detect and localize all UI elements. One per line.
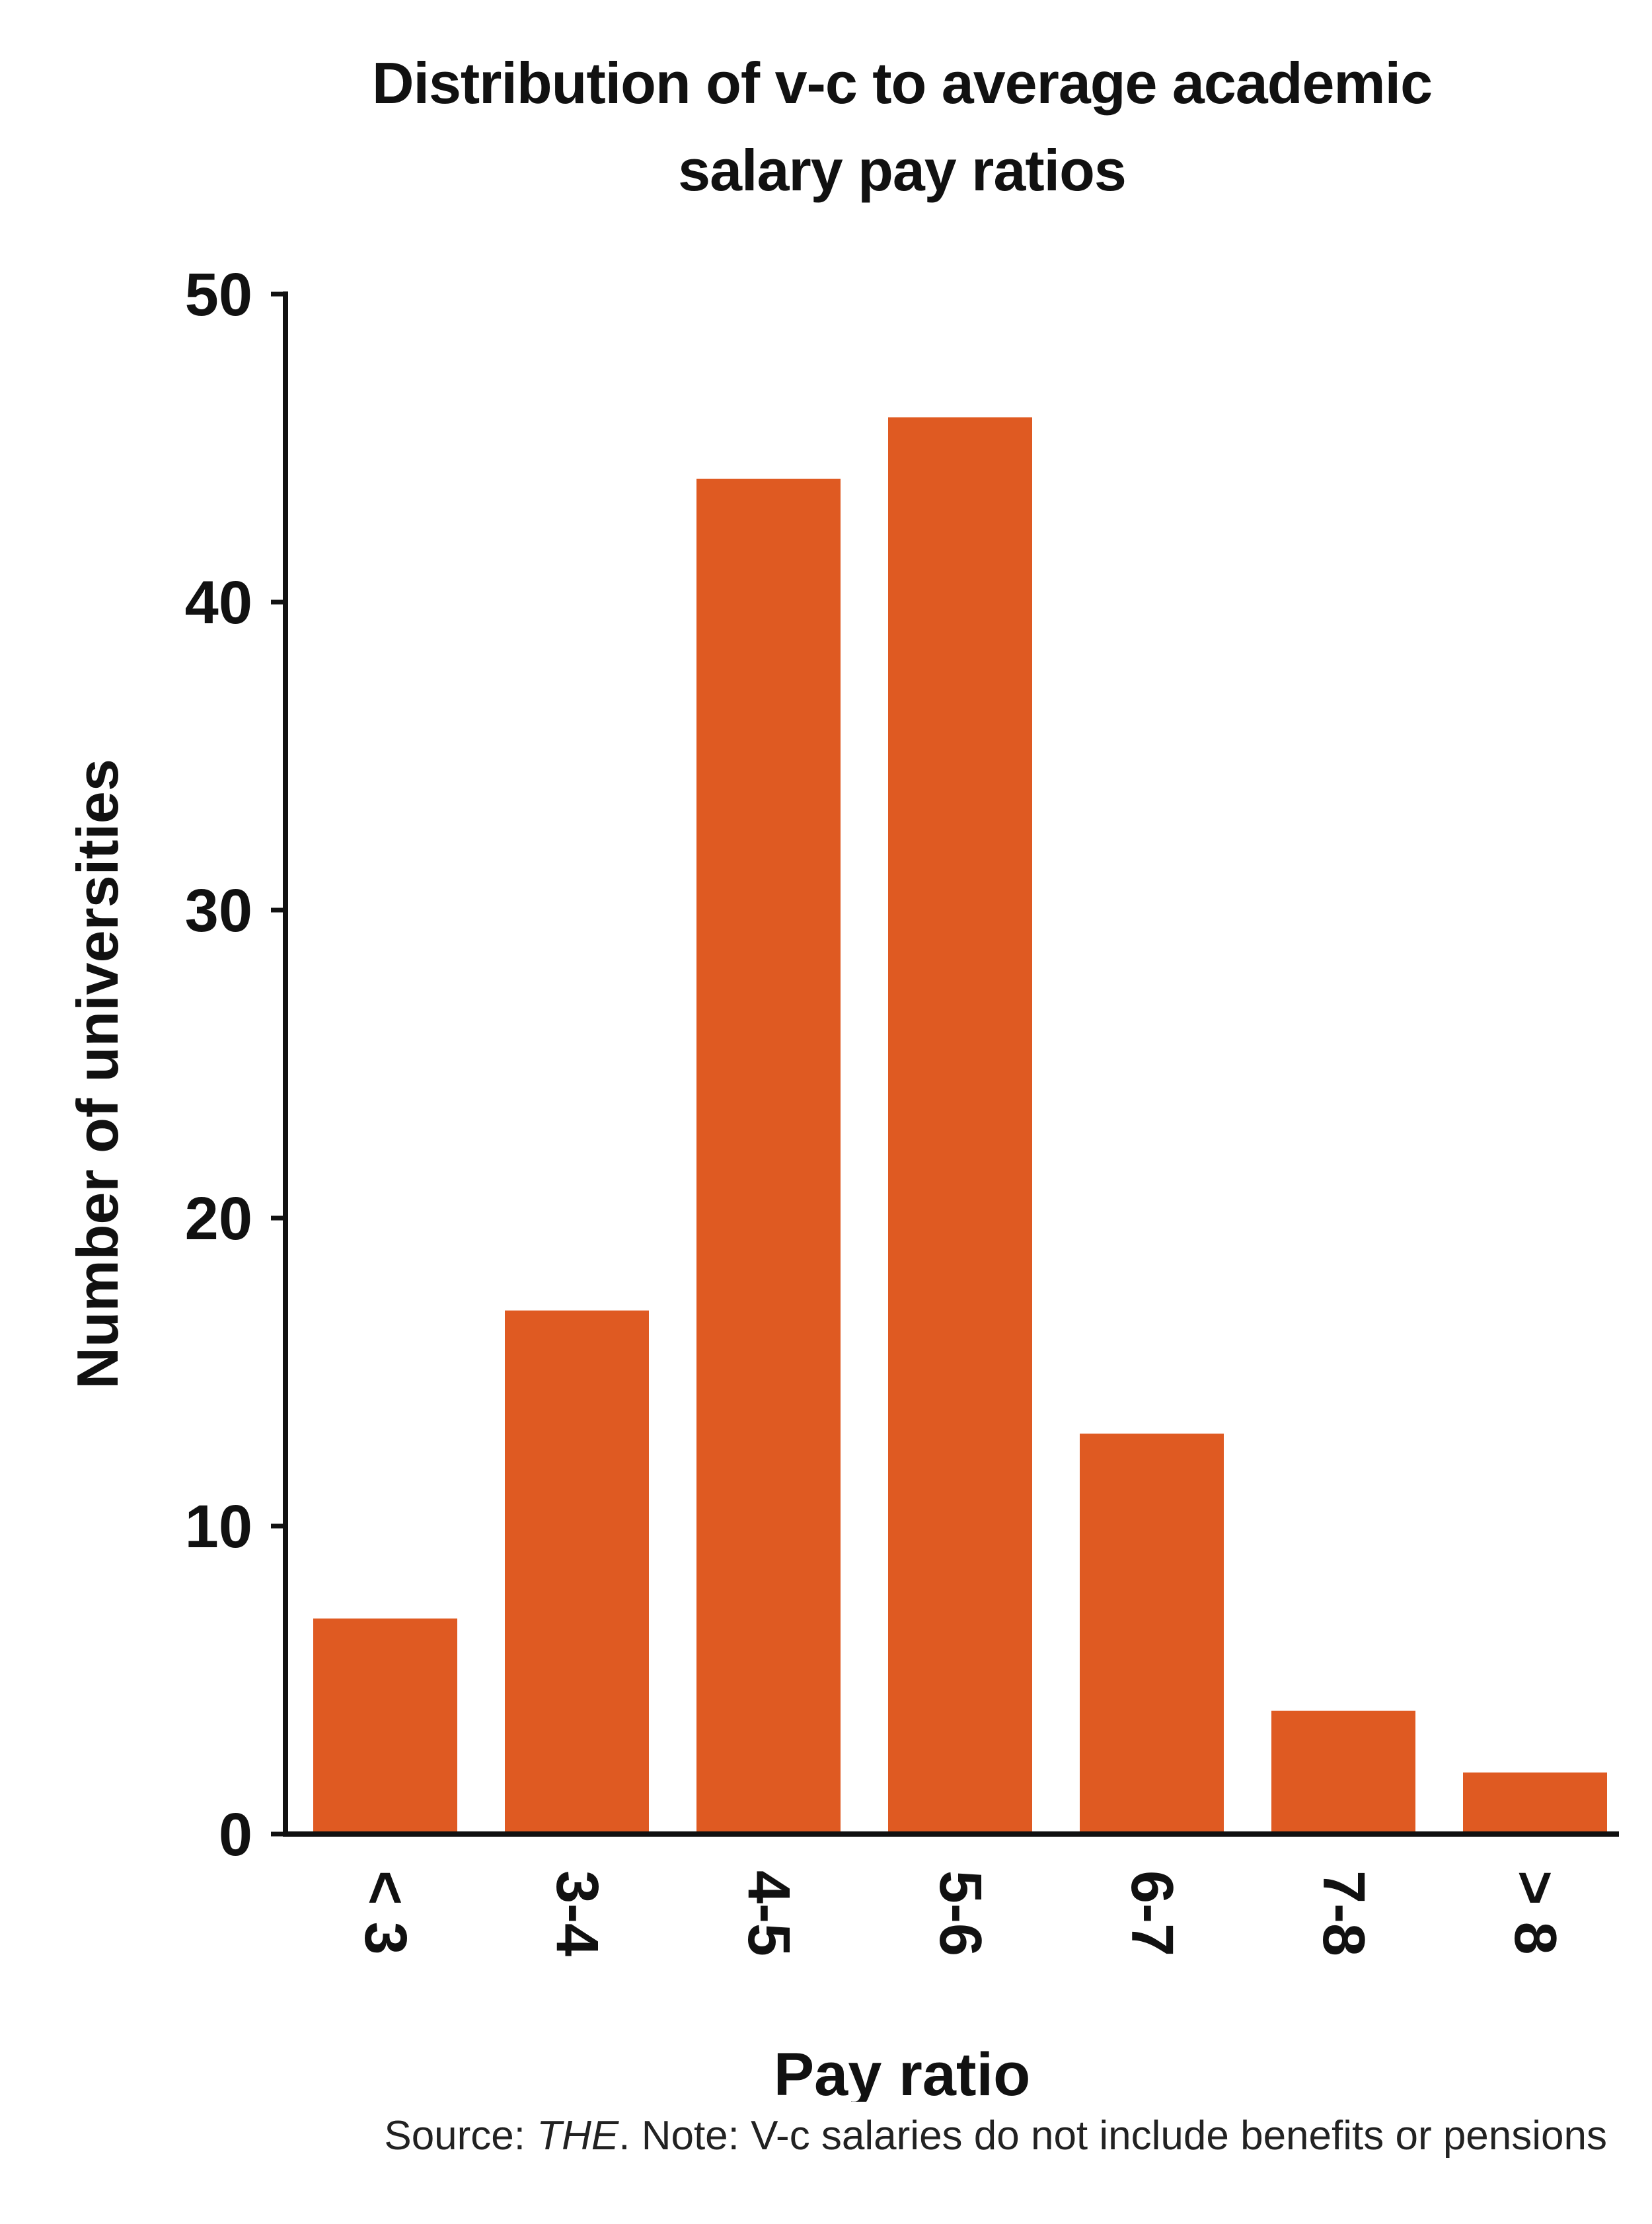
y-tick-label: 20 bbox=[185, 1185, 252, 1252]
source-prefix: Source: bbox=[384, 2113, 537, 2159]
x-tick-label: 4-5 bbox=[735, 1870, 802, 1956]
y-tick-label: 0 bbox=[219, 1801, 252, 1868]
bar-8 bbox=[1463, 1772, 1607, 1834]
y-tick-label: 10 bbox=[185, 1493, 252, 1560]
x-tick-label: 5-6 bbox=[927, 1870, 993, 1956]
x-tick-label: 7-8 bbox=[1310, 1870, 1376, 1956]
x-tick-label: > 8 bbox=[1502, 1870, 1568, 1955]
bar-3-4 bbox=[505, 1310, 649, 1834]
x-tick-label: 3-4 bbox=[544, 1870, 610, 1956]
x-axis-label: Pay ratio bbox=[774, 2041, 1031, 2102]
x-tick-label: < 3 bbox=[352, 1870, 418, 1955]
chart-title-line-1: Distribution of v-c to average academic bbox=[371, 50, 1433, 116]
y-ticks-group: 0 10 20 30 40 50 bbox=[185, 261, 285, 1868]
source-note-text: . Note: V-c salaries do not include bene… bbox=[619, 2113, 1607, 2159]
bars-group bbox=[313, 417, 1607, 1835]
source-note: Source: THE. Note: V-c salaries do not i… bbox=[384, 2112, 1607, 2159]
bar-4-5 bbox=[696, 479, 841, 1834]
y-tick-label: 30 bbox=[185, 877, 252, 944]
bar-3 bbox=[313, 1618, 457, 1834]
chart-title: Distribution of v-c to average academic … bbox=[0, 40, 1652, 214]
bar-5-6 bbox=[888, 417, 1032, 1835]
bar-chart: 0 10 20 30 40 50 < 3 3-4 4-5 5-6 6-7 7-8 > 8 Number… bbox=[65, 261, 1619, 2102]
y-tick-label: 50 bbox=[185, 261, 252, 328]
y-tick-label: 40 bbox=[185, 569, 252, 636]
x-tick-label: 6-7 bbox=[1119, 1870, 1185, 1956]
x-ticks-group: < 3 3-4 4-5 5-6 6-7 7-8 > 8 bbox=[352, 1870, 1568, 1956]
y-axis-label: Number of universities bbox=[65, 759, 130, 1389]
source-publication: THE bbox=[537, 2113, 619, 2159]
bar-6-7 bbox=[1080, 1434, 1224, 1834]
chart-title-line-2: salary pay ratios bbox=[678, 137, 1127, 203]
bar-7-8 bbox=[1271, 1710, 1415, 1834]
